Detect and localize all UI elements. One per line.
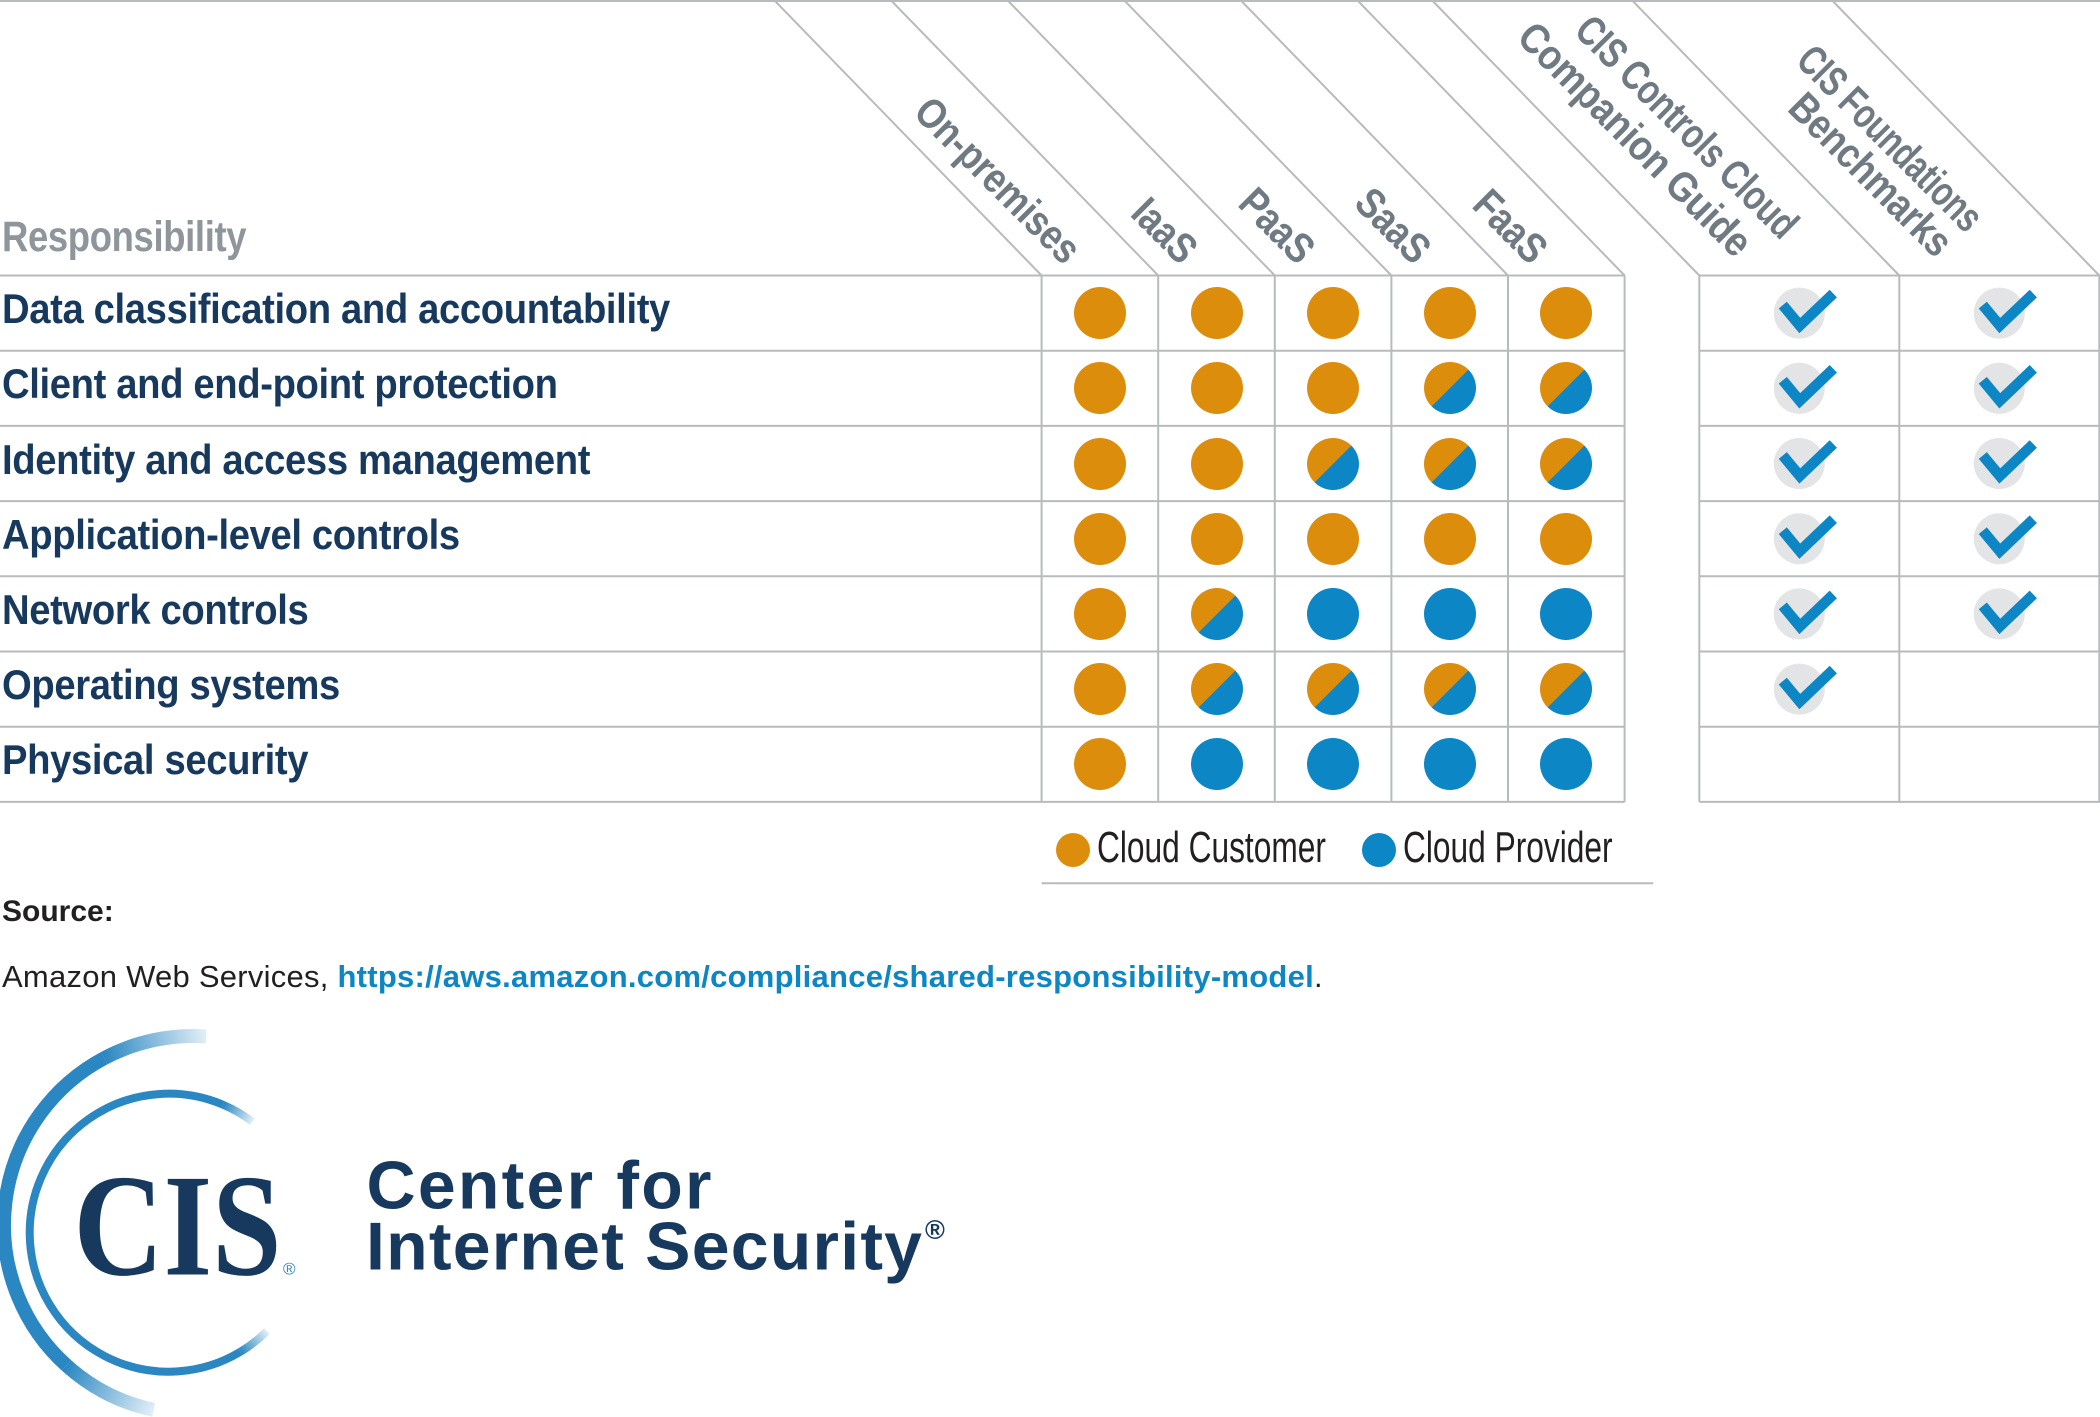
svg-text:CIS: CIS: [74, 1145, 282, 1307]
svg-text:®: ®: [283, 1260, 296, 1279]
svg-text:Center for: Center for: [367, 1148, 712, 1224]
svg-text:®: ®: [925, 1215, 945, 1245]
